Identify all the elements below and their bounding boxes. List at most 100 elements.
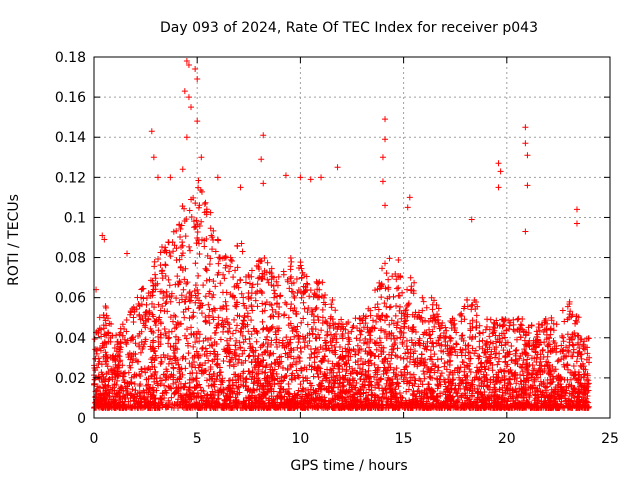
data-point [528, 374, 535, 381]
data-point [413, 313, 420, 320]
data-point [572, 320, 579, 327]
data-point [473, 369, 480, 376]
data-point [167, 314, 174, 321]
data-point [253, 338, 260, 345]
data-point [237, 345, 244, 352]
data-point [138, 398, 145, 405]
data-point [188, 292, 195, 299]
data-point [177, 385, 184, 392]
data-point [496, 350, 503, 357]
data-point [222, 397, 229, 404]
data-point [272, 308, 279, 315]
data-point [103, 370, 110, 377]
data-point [555, 377, 562, 384]
data-point [180, 384, 187, 391]
data-point [419, 307, 426, 314]
data-point [289, 327, 296, 334]
data-point [485, 392, 492, 399]
data-point [465, 363, 472, 370]
data-point [300, 400, 307, 407]
data-point [481, 388, 488, 395]
data-point [140, 343, 147, 350]
data-point [428, 365, 435, 372]
data-point [367, 307, 374, 314]
data-point [390, 332, 397, 339]
data-point [181, 383, 188, 390]
data-point [316, 278, 323, 285]
data-point [266, 351, 273, 358]
data-point [185, 394, 192, 401]
data-point [293, 328, 300, 335]
data-point [191, 384, 198, 391]
data-point [298, 348, 305, 355]
data-point [543, 387, 550, 394]
data-point [522, 390, 529, 397]
data-point [274, 343, 281, 350]
data-point [568, 404, 575, 411]
data-point [357, 355, 364, 362]
data-point [440, 388, 447, 395]
data-point [193, 217, 200, 224]
data-point [146, 401, 153, 408]
data-point [207, 350, 214, 357]
data-point [194, 295, 201, 302]
data-point [345, 334, 352, 341]
data-point [418, 314, 425, 321]
data-point [245, 386, 252, 393]
data-point [199, 302, 206, 309]
data-point [235, 398, 242, 405]
data-point [447, 351, 454, 358]
data-point [467, 320, 474, 327]
data-point [570, 363, 577, 370]
data-point [130, 304, 137, 311]
data-point [426, 373, 433, 380]
data-point [182, 355, 189, 362]
data-point [490, 393, 497, 400]
data-point [229, 258, 236, 265]
data-point [385, 374, 392, 381]
data-point [227, 291, 234, 298]
data-point [352, 359, 359, 366]
data-point [534, 331, 541, 338]
data-point [400, 355, 407, 362]
data-point [337, 326, 344, 333]
data-point [307, 287, 314, 294]
data-point [217, 305, 224, 312]
data-point [204, 336, 211, 343]
data-point [300, 386, 307, 393]
data-point [331, 380, 338, 387]
data-point [576, 396, 583, 403]
data-point [209, 246, 216, 253]
data-point [239, 320, 246, 327]
data-point [203, 377, 210, 384]
data-point [130, 318, 137, 325]
data-point [370, 374, 377, 381]
data-point [554, 386, 561, 393]
data-point [195, 236, 202, 243]
data-point [233, 403, 240, 410]
data-point [313, 388, 320, 395]
data-point [437, 373, 444, 380]
data-point [157, 307, 164, 314]
data-point [479, 403, 486, 410]
data-point [292, 398, 299, 405]
data-point [195, 240, 202, 247]
data-point [182, 233, 189, 240]
data-point [175, 281, 182, 288]
data-point [513, 346, 520, 353]
data-point [434, 385, 441, 392]
data-point [524, 363, 531, 370]
data-point [201, 201, 208, 208]
data-point [177, 264, 184, 271]
data-point [240, 400, 247, 407]
data-point [461, 316, 468, 323]
data-point [570, 372, 577, 379]
data-point [260, 357, 267, 364]
data-point [443, 333, 450, 340]
data-point [541, 339, 548, 346]
data-point [205, 301, 212, 308]
data-point [410, 387, 417, 394]
data-point [429, 375, 436, 382]
data-point [511, 327, 518, 334]
data-point [182, 365, 189, 372]
